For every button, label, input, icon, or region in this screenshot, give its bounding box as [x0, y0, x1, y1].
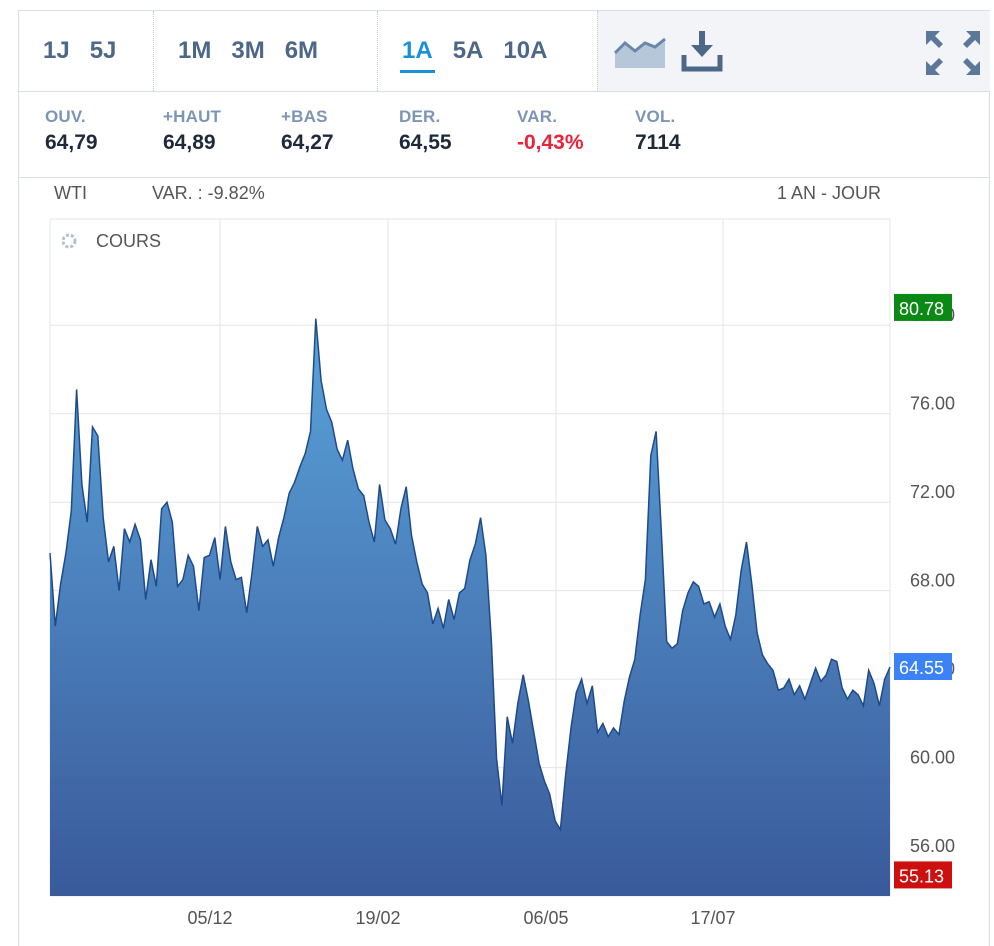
- stat-value: 64,79: [45, 131, 98, 154]
- last-price-tag: 64.55: [899, 658, 944, 678]
- y-tick-label: 60.00: [910, 748, 955, 768]
- chart-widget: 1J 5J 1M 3M 6M 1A 5A 10A OUV. 64,7: [18, 10, 990, 946]
- period-button-5a[interactable]: 5A: [452, 37, 484, 64]
- quote-stats: OUV. 64,79 +HAUT 64,89 +BAS 64,27 DER. 64,55 VAR…: [19, 91, 989, 178]
- series-area: [50, 318, 890, 897]
- low-price-tag-bg: [894, 861, 952, 889]
- stat-der: DER. 64,55: [399, 107, 452, 155]
- stat-value: 64,27: [281, 131, 334, 154]
- x-tick-label: 06/05: [523, 908, 568, 928]
- period-button-10a[interactable]: 10A: [503, 37, 548, 64]
- symbol-label: WTI: [54, 183, 87, 203]
- period-button-1a[interactable]: 1A: [392, 37, 443, 73]
- panel-label: COURS: [96, 231, 161, 251]
- x-tick-label: 17/07: [690, 908, 735, 928]
- tools-panel: [597, 11, 990, 91]
- stat-label: +HAUT: [163, 107, 222, 126]
- stat-ouv: OUV. 64,79: [45, 107, 98, 155]
- low-price-tag: 55.13: [899, 866, 944, 886]
- period-group-months: 1M 3M 6M: [153, 11, 378, 91]
- toolbar: 1J 5J 1M 3M 6M 1A 5A 10A: [19, 11, 990, 92]
- stat-label: OUV.: [45, 107, 86, 126]
- stat-haut: +HAUT 64,89: [163, 107, 221, 155]
- stat-value: 7114: [635, 131, 681, 154]
- period-button-3m[interactable]: 3M: [231, 37, 265, 64]
- download-icon[interactable]: [680, 29, 724, 73]
- y-tick-label: 56.00: [910, 836, 955, 856]
- expand-icon[interactable]: [924, 29, 982, 77]
- y-tick-label: 72.00: [910, 482, 955, 502]
- stat-label: VAR.: [517, 107, 558, 126]
- period-group-days: 1J 5J: [19, 11, 153, 91]
- gear-icon[interactable]: [61, 233, 77, 249]
- stat-var: VAR. -0,43%: [517, 107, 584, 155]
- period-button-5j[interactable]: 5J: [89, 37, 117, 64]
- change-label: VAR. : -9.82%: [152, 183, 265, 203]
- area-chart-icon[interactable]: [614, 33, 666, 69]
- series-line: [49, 318, 891, 832]
- period-label: 1 AN - JOUR: [777, 183, 882, 203]
- y-tick-label: 76.00: [910, 394, 955, 414]
- high-price-tag-bg: [894, 293, 952, 321]
- stat-bas: +BAS 64,27: [281, 107, 334, 155]
- x-tick-label: 19/02: [355, 908, 400, 928]
- stat-label: DER.: [399, 107, 441, 126]
- stat-value: 64,89: [163, 131, 216, 154]
- period-button-1j[interactable]: 1J: [43, 37, 70, 64]
- stat-label: VOL.: [635, 107, 676, 126]
- stat-label: +BAS: [281, 107, 328, 126]
- stat-vol: VOL. 7114: [635, 107, 681, 155]
- x-tick-label: 05/12: [187, 908, 232, 928]
- period-button-1m[interactable]: 1M: [178, 37, 212, 64]
- period-group-years: 1A 5A 10A: [377, 11, 598, 91]
- stat-value: 64,55: [399, 131, 452, 154]
- period-button-6m[interactable]: 6M: [284, 37, 319, 64]
- high-price-tag: 80.78: [899, 299, 944, 319]
- stat-value: -0,43%: [517, 131, 584, 154]
- last-price-tag-bg: [894, 653, 952, 681]
- y-tick-label: 68.00: [910, 571, 955, 591]
